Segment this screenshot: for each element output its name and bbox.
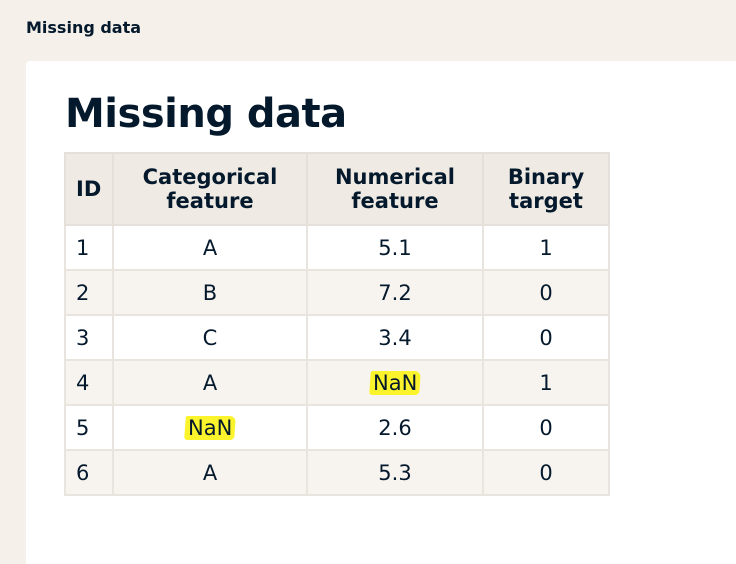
cell-categorical: A <box>112 224 308 271</box>
cell-numerical: 2.6 <box>306 404 484 451</box>
cell-binary: 0 <box>482 449 610 496</box>
cell-categorical: A <box>112 359 308 406</box>
cell-id: 5 <box>64 404 114 451</box>
cell-id: 6 <box>64 449 114 496</box>
cell-id: 3 <box>64 314 114 361</box>
slide-panel: Missing data ID Categorical feature Numer… <box>26 61 736 564</box>
header-binary-target: Binary target <box>482 152 610 226</box>
cell-binary: 0 <box>482 314 610 361</box>
nan-value: NaN <box>187 415 233 440</box>
table-row: 6 A 5.3 0 <box>64 449 610 496</box>
nan-value: NaN <box>372 370 418 395</box>
table-row: 5 NaN 2.6 0 <box>64 404 610 451</box>
cell-binary: 1 <box>482 224 610 271</box>
table-row: 3 C 3.4 0 <box>64 314 610 361</box>
table-row: 4 A NaN 1 <box>64 359 610 406</box>
cell-numerical-missing: NaN <box>306 359 484 406</box>
cell-numerical: 5.1 <box>306 224 484 271</box>
nan-highlight-marker: NaN <box>369 370 421 395</box>
cell-numerical: 5.3 <box>306 449 484 496</box>
table-row: 1 A 5.1 1 <box>64 224 610 271</box>
cell-binary: 1 <box>482 359 610 406</box>
cell-categorical: A <box>112 449 308 496</box>
cell-id: 1 <box>64 224 114 271</box>
lesson-title: Missing data <box>26 18 142 37</box>
cell-binary: 0 <box>482 404 610 451</box>
cell-binary: 0 <box>482 269 610 316</box>
header-id: ID <box>64 152 114 226</box>
cell-numerical: 3.4 <box>306 314 484 361</box>
slide-heading: Missing data <box>65 91 347 137</box>
cell-id: 4 <box>64 359 114 406</box>
cell-id: 2 <box>64 269 114 316</box>
cell-categorical: C <box>112 314 308 361</box>
cell-categorical-missing: NaN <box>112 404 308 451</box>
nan-highlight-marker: NaN <box>184 415 236 440</box>
cell-categorical: B <box>112 269 308 316</box>
table-header-row: ID Categorical feature Numerical feature B… <box>64 152 610 226</box>
missing-data-table: ID Categorical feature Numerical feature B… <box>64 152 610 496</box>
header-categorical-feature: Categorical feature <box>112 152 308 226</box>
cell-numerical: 7.2 <box>306 269 484 316</box>
table-row: 2 B 7.2 0 <box>64 269 610 316</box>
header-numerical-feature: Numerical feature <box>306 152 484 226</box>
top-bar: Missing data <box>0 0 736 60</box>
